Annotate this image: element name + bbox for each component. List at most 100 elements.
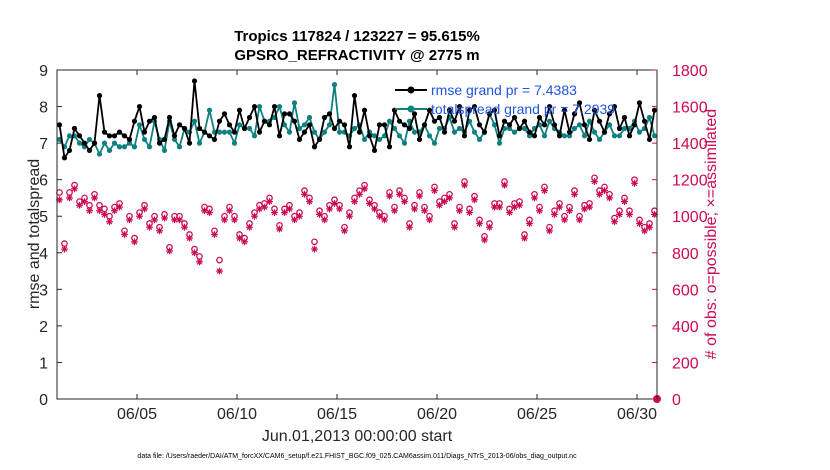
series-point-rmse xyxy=(346,144,353,150)
series-point-totalspread xyxy=(226,129,233,135)
obs-assimilated-point xyxy=(596,190,603,198)
series-point-rmse xyxy=(281,111,288,117)
y-tick-label: 3 xyxy=(39,282,48,299)
series-point-totalspread xyxy=(176,144,183,150)
series-point-totalspread xyxy=(596,136,603,143)
series-point-totalspread xyxy=(331,82,338,88)
obs-assimilated-point xyxy=(586,203,593,211)
series-point-totalspread xyxy=(141,136,148,143)
series-point-rmse xyxy=(411,111,418,117)
legend-label-rmse: rmse grand pr = 7.4383 xyxy=(431,82,577,98)
obs-assimilated-point xyxy=(456,207,463,215)
obs-assimilated-point xyxy=(616,210,623,218)
obs-assimilated-point xyxy=(346,212,353,220)
y-tick-label: 7 xyxy=(39,136,48,153)
series-point-totalspread xyxy=(561,133,568,139)
obs-assimilated-point xyxy=(336,205,343,213)
series-point-totalspread xyxy=(451,129,458,135)
series-point-rmse xyxy=(571,111,578,117)
obs-assimilated-point xyxy=(351,198,358,205)
series-point-totalspread xyxy=(616,133,623,139)
series-point-rmse xyxy=(171,133,178,139)
series-point-totalspread xyxy=(646,114,653,121)
obs-assimilated-point xyxy=(266,198,273,205)
series-point-rmse xyxy=(396,118,403,124)
series-point-rmse xyxy=(201,129,208,135)
obs-assimilated-point xyxy=(281,209,288,216)
series-point-rmse xyxy=(226,122,233,128)
obs-assimilated-point xyxy=(341,227,348,235)
obs-assimilated-point xyxy=(591,178,598,185)
series-point-rmse xyxy=(401,122,408,128)
y-axis-label-right: # of obs: o=possible; ×=assimilated xyxy=(703,109,720,359)
series-point-rmse xyxy=(186,140,193,146)
y-tick-label: 8 xyxy=(39,100,48,117)
series-point-rmse xyxy=(111,133,118,139)
obs-assimilated-point xyxy=(406,223,413,231)
obs-assimilated-point xyxy=(296,212,303,220)
series-point-totalspread xyxy=(426,133,433,139)
series-point-rmse xyxy=(536,114,543,121)
series-point-rmse xyxy=(386,144,393,150)
series-point-rmse xyxy=(471,103,478,110)
series-point-totalspread xyxy=(296,125,303,132)
series-point-totalspread xyxy=(306,114,313,121)
series-point-rmse xyxy=(611,103,618,110)
series-point-rmse xyxy=(616,125,623,132)
obs-assimilated-point xyxy=(76,201,83,209)
series-point-rmse xyxy=(636,100,643,106)
series-point-totalspread xyxy=(586,118,593,124)
series-point-totalspread xyxy=(336,129,343,135)
series-point-rmse xyxy=(336,118,343,124)
series-point-rmse xyxy=(381,122,388,128)
series-point-rmse xyxy=(531,133,538,139)
obs-assimilated-point xyxy=(461,181,468,189)
series-point-totalspread xyxy=(291,100,298,106)
obs-assimilated-point xyxy=(451,223,458,231)
obs-assimilated-point xyxy=(506,209,513,216)
series-point-rmse xyxy=(651,107,658,113)
series-point-rmse xyxy=(141,129,148,135)
y-axis-label: rmse and totalspread xyxy=(26,159,43,309)
series-point-rmse xyxy=(86,147,93,154)
obs-assimilated-point xyxy=(261,203,268,211)
obs-assimilated-point xyxy=(566,207,573,215)
obs-assimilated-point xyxy=(621,198,628,205)
obs-assimilated-point xyxy=(421,207,428,215)
obs-assimilated-point xyxy=(436,201,443,209)
series-point-rmse xyxy=(426,107,433,113)
series-point-rmse xyxy=(576,100,583,106)
obs-assimilated-point xyxy=(211,231,218,238)
series-point-rmse xyxy=(431,118,438,124)
obs-assimilated-point xyxy=(156,227,163,235)
series-point-rmse xyxy=(286,111,293,117)
series-point-totalspread xyxy=(121,144,128,150)
series-point-rmse xyxy=(131,118,138,124)
y-tick-label: 2 xyxy=(39,319,48,336)
series-point-rmse xyxy=(176,122,183,128)
series-point-rmse xyxy=(436,114,443,121)
series-point-totalspread xyxy=(651,133,658,139)
series-point-rmse xyxy=(556,133,563,139)
obs-assimilated-point xyxy=(86,207,93,215)
series-point-rmse xyxy=(181,125,188,132)
series-point-rmse xyxy=(461,133,468,139)
obs-possible-point xyxy=(216,256,223,264)
y-tick-label: 0 xyxy=(39,392,48,409)
obs-assimilated-point xyxy=(526,220,533,227)
obs-assimilated-point xyxy=(271,209,278,216)
series-point-totalspread xyxy=(476,136,483,143)
series-point-rmse xyxy=(526,129,533,135)
obs-assimilated-point xyxy=(501,181,508,189)
obs-assimilated-point xyxy=(426,216,433,224)
series-point-rmse xyxy=(61,155,68,161)
series-point-totalspread xyxy=(471,129,478,135)
y-right-tick-label: 200 xyxy=(672,355,699,372)
legend-label-spread: totalspread grand pr = 7.2939 xyxy=(431,101,615,117)
obs-assimilated-point xyxy=(166,247,173,255)
series-point-totalspread xyxy=(576,122,583,128)
data-file-footnote: data file: /Users/raeder/DAI/ATM_forcXX/… xyxy=(137,453,577,460)
x-tick-label: 06/10 xyxy=(217,406,257,423)
obs-assimilated-point xyxy=(331,200,338,207)
series-point-rmse xyxy=(331,125,338,132)
